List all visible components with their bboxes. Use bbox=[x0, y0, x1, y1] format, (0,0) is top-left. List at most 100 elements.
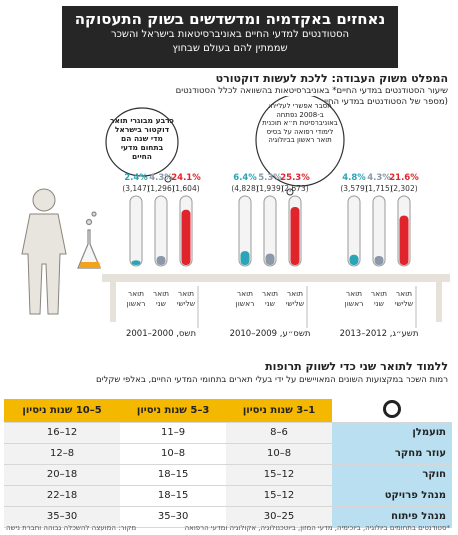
count-label: (1,939) bbox=[256, 184, 283, 193]
degree-label: תואר bbox=[287, 289, 303, 298]
degree-label: ראשון bbox=[127, 299, 146, 308]
bubble-middle-text: הסבר אפשרי לעלייה: ב-2008 נפתחה באוניברס… bbox=[262, 102, 338, 144]
tube-fill bbox=[399, 215, 409, 265]
page-title: נאחזים באקדמיה ומדשדשים בשוק התעסוקה bbox=[74, 10, 386, 28]
section2-subtitle: רמות השכר במקצועות השונים המאויישים על י… bbox=[95, 375, 448, 385]
bench-leg bbox=[436, 282, 442, 322]
degree-label: תואר bbox=[153, 289, 169, 298]
role-cell: מנהל פרויקט bbox=[332, 485, 452, 507]
percent-label: 21.6% bbox=[389, 173, 419, 183]
degree-label: שלישי bbox=[177, 299, 195, 308]
table-header-row: 1–3 שנות ניסיון 3–5 שנות ניסיון 5–10 שנו… bbox=[4, 399, 452, 423]
salary-cell: 18–20 bbox=[4, 464, 121, 486]
bubble-left: כרבע מבוגרי תואר דוקטור בישראל מדי שנה ה… bbox=[105, 107, 179, 183]
test-tube bbox=[372, 195, 386, 267]
bench-leg bbox=[110, 282, 116, 322]
salary-table: 1–3 שנות ניסיון 3–5 שנות ניסיון 5–10 שנו… bbox=[4, 399, 452, 528]
salary-cell: 12–15 bbox=[226, 464, 332, 486]
salary-cell: 30–35 bbox=[4, 506, 121, 528]
tube-fill bbox=[290, 206, 300, 265]
bubble-middle: הסבר אפשרי לעלייה: ב-2008 נפתחה באוניברס… bbox=[255, 96, 345, 196]
salary-cell: 12–16 bbox=[4, 422, 121, 444]
percent-label: 6.4% bbox=[233, 173, 257, 183]
year-label: תשע״ג, 2012–2013 bbox=[340, 329, 419, 339]
count-label: (1,604) bbox=[172, 184, 199, 193]
role-cell: חוקר bbox=[332, 464, 452, 486]
salary-cell: 9–11 bbox=[120, 422, 227, 444]
degree-label: שלישי bbox=[286, 299, 304, 308]
percent-label: 5.3% bbox=[258, 173, 282, 183]
role-cell: תועמלן bbox=[332, 422, 452, 444]
tube-fill bbox=[240, 251, 250, 265]
degree-label: תואר bbox=[346, 289, 362, 298]
count-label: (2,302) bbox=[390, 184, 417, 193]
count-label: (2,673) bbox=[281, 184, 308, 193]
col-header-2: 3–5 שנות ניסיון bbox=[120, 399, 227, 423]
count-label: (1,296) bbox=[147, 184, 174, 193]
percent-label: 24.1% bbox=[171, 173, 201, 183]
salary-cell: 8–10 bbox=[226, 443, 332, 465]
page-subtitle-1: הסטודנטים למדעי החיים באוניברסיטאות בישר… bbox=[111, 29, 349, 40]
test-tube bbox=[263, 195, 277, 267]
page-subtitle-2: שממתין להם בעולם שבחוץ bbox=[172, 43, 288, 54]
tube-fill bbox=[131, 260, 141, 265]
section1-title: המפלט משוק העבודה: ללכת לעשות דוקטורט bbox=[215, 72, 448, 85]
count-label: (4,828) bbox=[231, 184, 258, 193]
degree-label: שלישי bbox=[395, 299, 413, 308]
percent-label: 25.3% bbox=[280, 173, 310, 183]
salary-cell: 8–10 bbox=[120, 443, 227, 465]
salary-cell: 15–18 bbox=[120, 485, 227, 507]
test-tube bbox=[129, 195, 143, 267]
count-label: (1,715) bbox=[365, 184, 392, 193]
bubble-left-text: כרבע מבוגרי תואר דוקטור בישראל מדי שנה ה… bbox=[110, 116, 174, 161]
table-row: תועמלן 6–8 9–11 12–16 bbox=[4, 422, 452, 444]
salary-cell: 6–8 bbox=[226, 422, 332, 444]
test-tube bbox=[154, 195, 168, 267]
salary-cell: 15–18 bbox=[120, 464, 227, 486]
degree-label: ראשון bbox=[236, 299, 255, 308]
salary-cell: 12–15 bbox=[226, 485, 332, 507]
salary-cell: 25–30 bbox=[226, 506, 332, 528]
header-banner: נאחזים באקדמיה ומדשדשים בשוק התעסוקה הסט… bbox=[62, 6, 398, 68]
section1-subtitle-2: (מספר של הסטודנטים במדעי החיים) bbox=[315, 97, 448, 107]
year-label: תשס, 2000–2001 bbox=[126, 329, 196, 339]
table-row: מנהל פיתוח 25–30 30–35 30–35 bbox=[4, 506, 452, 528]
percent-label: 4.3% bbox=[367, 173, 391, 183]
salary-cell: 30–35 bbox=[120, 506, 227, 528]
role-cell: עוזר מחקר bbox=[332, 443, 452, 465]
flask-icon bbox=[77, 211, 101, 269]
degree-label: תואר bbox=[262, 289, 278, 298]
degree-label: תואר bbox=[237, 289, 253, 298]
magnifier-cell bbox=[332, 399, 452, 423]
source-note: מקור: המועצה להשכלה גבוהה וחברת נישה bbox=[6, 524, 137, 532]
count-label: (3,579) bbox=[340, 184, 367, 193]
percent-label: 2.4% bbox=[124, 173, 148, 183]
section2-title: ללמוד לתואר שני כדי לשווק תרופות bbox=[265, 360, 448, 373]
tube-fill bbox=[374, 255, 384, 265]
scientist-icon bbox=[21, 188, 67, 315]
degree-label: שני bbox=[265, 299, 275, 308]
degree-label: שני bbox=[156, 299, 166, 308]
count-label: (3,147) bbox=[122, 184, 149, 193]
tube-fill bbox=[265, 253, 275, 265]
role-cell: מנהל פיתוח bbox=[332, 506, 452, 528]
table-row: מנהל פרויקט 12–15 15–18 18–22 bbox=[4, 485, 452, 507]
table-row: חוקר 12–15 15–18 18–20 bbox=[4, 464, 452, 486]
year-label: תשס״ע, 2009–2010 bbox=[230, 329, 311, 339]
salary-cell: 18–22 bbox=[4, 485, 121, 507]
tube-fill bbox=[349, 254, 359, 265]
footnote: *סטודנטים בתחומים ביולוגיה, ביוכימיה, מד… bbox=[184, 524, 450, 532]
bench-top bbox=[102, 274, 450, 282]
test-tube-chart: כרבע מבוגרי תואר דוקטור בישראל מדי שנה ה… bbox=[21, 96, 450, 339]
section1-subtitle: שיעור הסטודנטים במדעי החיים* באוניברסיטא… bbox=[175, 86, 448, 96]
degree-label: שני bbox=[374, 299, 384, 308]
tube-fill bbox=[181, 209, 191, 265]
test-tube bbox=[347, 195, 361, 267]
percent-label: 4.3% bbox=[149, 173, 173, 183]
magnifier-icon bbox=[383, 399, 401, 418]
col-header-1: 1–3 שנות ניסיון bbox=[226, 399, 332, 423]
degree-label: תואר bbox=[178, 289, 194, 298]
test-tube bbox=[238, 195, 252, 267]
table-row: עוזר מחקר 8–10 8–10 8–12 bbox=[4, 443, 452, 465]
degree-label: ראשון bbox=[345, 299, 364, 308]
